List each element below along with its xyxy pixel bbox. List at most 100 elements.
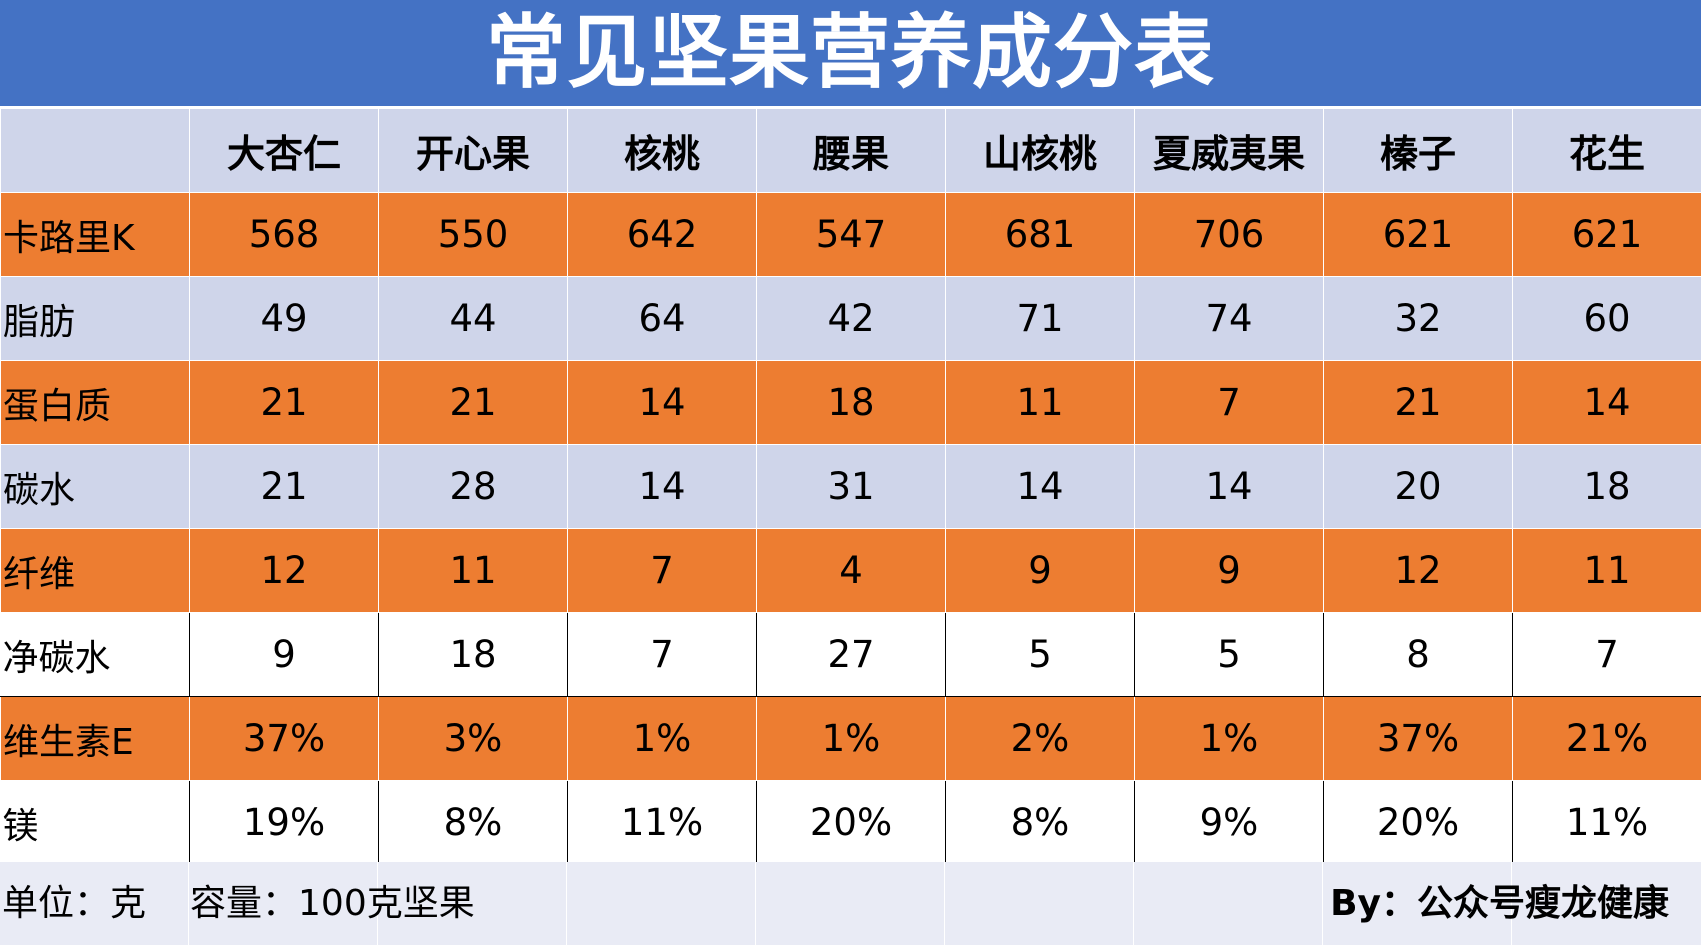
table-cell: 31 xyxy=(756,444,946,529)
table-cell: 21 xyxy=(1323,360,1513,445)
footer-cell xyxy=(0,862,189,945)
table-cell: 28 xyxy=(378,444,568,529)
table-cell: 64 xyxy=(567,276,757,361)
page-title: 常见坚果营养成分表 xyxy=(486,6,1215,99)
row-label: 卡路里K xyxy=(0,192,190,277)
table-cell: 19% xyxy=(189,780,379,865)
table-cell: 9% xyxy=(1134,780,1324,865)
row-fat: 脂肪 49 44 64 42 71 74 32 60 xyxy=(0,276,1701,361)
table-cell: 621 xyxy=(1323,192,1513,277)
header-row: 大杏仁 开心果 核桃 腰果 山核桃 夏威夷果 榛子 花生 xyxy=(0,108,1701,193)
table-cell: 12 xyxy=(189,528,379,613)
row-vitamin-e: 维生素E 37% 3% 1% 1% 2% 1% 37% 21% xyxy=(0,696,1701,781)
table-cell: 8% xyxy=(378,780,568,865)
table-cell: 8 xyxy=(1323,612,1513,697)
table-cell: 2% xyxy=(945,696,1135,781)
table-cell: 7 xyxy=(1134,360,1324,445)
header-almond: 大杏仁 xyxy=(189,108,379,193)
footer-cell xyxy=(1323,862,1512,945)
table-cell: 18 xyxy=(378,612,568,697)
header-hickory: 山核桃 xyxy=(945,108,1135,193)
table-cell: 621 xyxy=(1512,192,1701,277)
table-cell: 18 xyxy=(756,360,946,445)
table-cell: 32 xyxy=(1323,276,1513,361)
table-cell: 37% xyxy=(1323,696,1513,781)
table-cell: 21 xyxy=(378,360,568,445)
nutrition-table: 大杏仁 开心果 核桃 腰果 山核桃 夏威夷果 榛子 花生 卡路里K 568 55… xyxy=(0,108,1701,865)
header-corner xyxy=(0,108,190,193)
row-fiber: 纤维 12 11 7 4 9 9 12 11 xyxy=(0,528,1701,613)
table-cell: 5 xyxy=(1134,612,1324,697)
table-cell: 14 xyxy=(567,360,757,445)
table-cell: 9 xyxy=(945,528,1135,613)
table-cell: 20% xyxy=(1323,780,1513,865)
capacity-note: 容量：100克坚果 xyxy=(190,883,475,924)
row-protein: 蛋白质 21 21 14 18 11 7 21 14 xyxy=(0,360,1701,445)
table-cell: 11 xyxy=(1512,528,1701,613)
table-cell: 44 xyxy=(378,276,568,361)
header-peanut: 花生 xyxy=(1512,108,1701,193)
footer-grid xyxy=(0,862,1701,945)
table-cell: 1% xyxy=(1134,696,1324,781)
footer: 单位：克 容量：100克坚果 By：公众号瘦龙健康 xyxy=(0,862,1701,945)
footer-cell xyxy=(756,862,945,945)
table-cell: 49 xyxy=(189,276,379,361)
row-net-carbs: 净碳水 9 18 7 27 5 5 8 7 xyxy=(0,612,1701,697)
table-cell: 14 xyxy=(1512,360,1701,445)
table-cell: 9 xyxy=(189,612,379,697)
table-cell: 11% xyxy=(1512,780,1701,865)
table-cell: 7 xyxy=(567,612,757,697)
table-cell: 3% xyxy=(378,696,568,781)
table-cell: 21 xyxy=(189,360,379,445)
row-calories: 卡路里K 568 550 642 547 681 706 621 621 xyxy=(0,192,1701,277)
footer-notes: 单位：克 容量：100克坚果 xyxy=(2,862,475,945)
row-label: 碳水 xyxy=(0,444,190,529)
table-cell: 14 xyxy=(567,444,757,529)
table-cell: 7 xyxy=(567,528,757,613)
row-label: 蛋白质 xyxy=(0,360,190,445)
table-cell: 37% xyxy=(189,696,379,781)
credit-note: By：公众号瘦龙健康 xyxy=(1330,883,1669,924)
table-cell: 550 xyxy=(378,192,568,277)
table-cell: 11% xyxy=(567,780,757,865)
table-cell: 706 xyxy=(1134,192,1324,277)
table-cell: 568 xyxy=(189,192,379,277)
header-cashew: 腰果 xyxy=(756,108,946,193)
table-cell: 74 xyxy=(1134,276,1324,361)
table-cell: 1% xyxy=(756,696,946,781)
header-pistachio: 开心果 xyxy=(378,108,568,193)
table-cell: 42 xyxy=(756,276,946,361)
table-cell: 4 xyxy=(756,528,946,613)
footer-cell xyxy=(567,862,756,945)
table-cell: 5 xyxy=(945,612,1135,697)
footer-cell xyxy=(1134,862,1323,945)
table-cell: 8% xyxy=(945,780,1135,865)
table-cell: 14 xyxy=(1134,444,1324,529)
table-cell: 547 xyxy=(756,192,946,277)
header-macadamia: 夏威夷果 xyxy=(1134,108,1324,193)
footer-cell xyxy=(189,862,378,945)
table-cell: 9 xyxy=(1134,528,1324,613)
table-cell: 21% xyxy=(1512,696,1701,781)
table-cell: 7 xyxy=(1512,612,1701,697)
table-cell: 71 xyxy=(945,276,1135,361)
row-label: 脂肪 xyxy=(0,276,190,361)
row-label: 纤维 xyxy=(0,528,190,613)
row-label: 维生素E xyxy=(0,696,190,781)
title-bar: 常见坚果营养成分表 xyxy=(0,0,1701,106)
table-cell: 12 xyxy=(1323,528,1513,613)
header-hazelnut: 榛子 xyxy=(1323,108,1513,193)
row-label: 净碳水 xyxy=(0,612,190,697)
table-cell: 21 xyxy=(189,444,379,529)
row-label: 镁 xyxy=(0,780,190,865)
header-walnut: 核桃 xyxy=(567,108,757,193)
unit-note: 单位：克 xyxy=(2,883,147,924)
table-cell: 681 xyxy=(945,192,1135,277)
table-cell: 20% xyxy=(756,780,946,865)
table-cell: 18 xyxy=(1512,444,1701,529)
footer-cell xyxy=(945,862,1134,945)
row-carbs: 碳水 21 28 14 31 14 14 20 18 xyxy=(0,444,1701,529)
table-cell: 14 xyxy=(945,444,1135,529)
table-cell: 60 xyxy=(1512,276,1701,361)
